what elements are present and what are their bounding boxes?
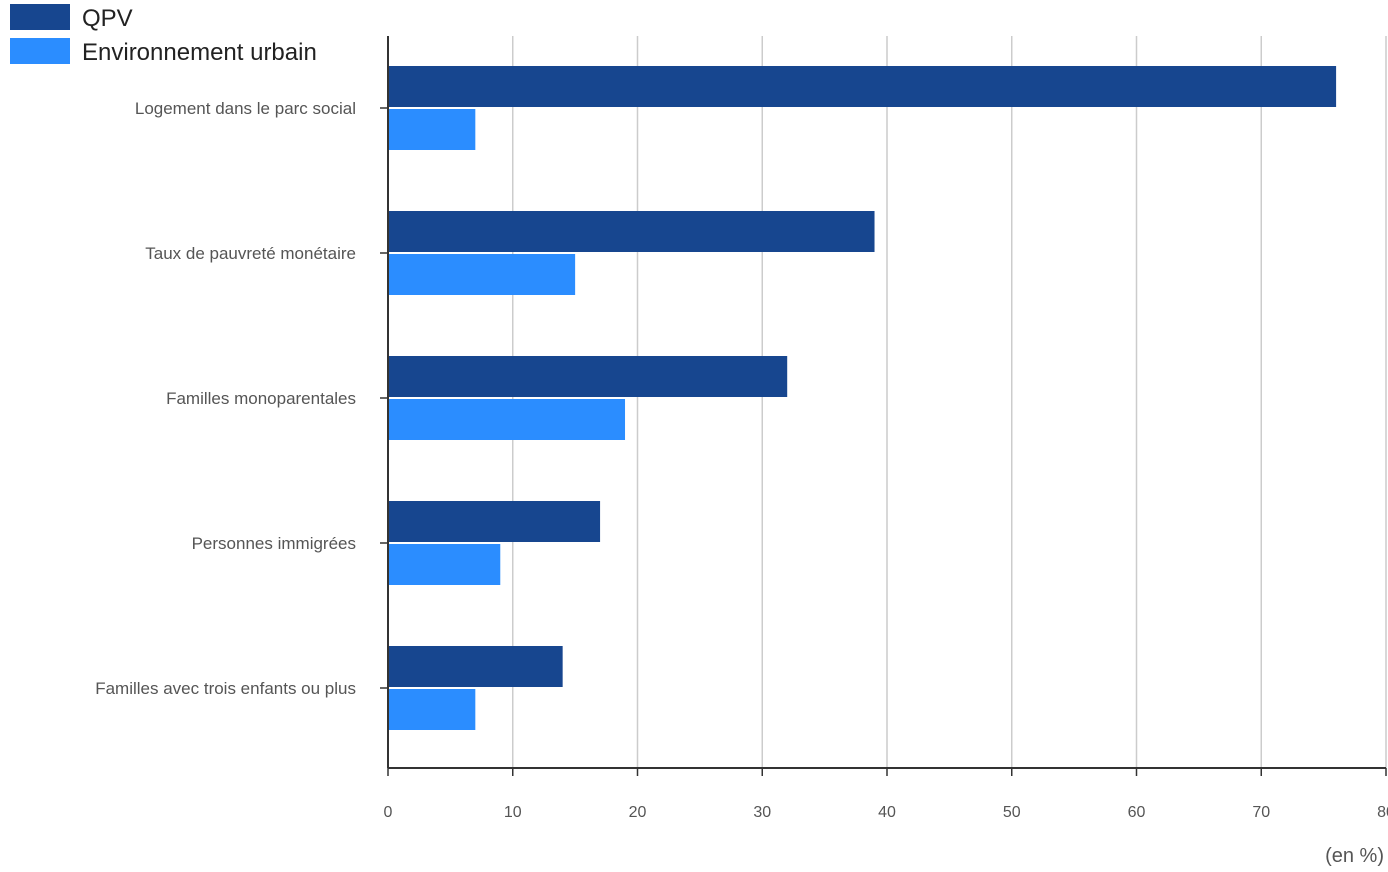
bar-environnement-urbain-0 <box>388 109 476 150</box>
category-labels: Logement dans le parc social Taux de pauv… <box>95 99 356 698</box>
legend-swatch-qpv <box>10 4 70 30</box>
x-axis-unit-label: (en %) <box>1325 845 1384 867</box>
x-tick-label-20: 20 <box>629 804 647 821</box>
x-tick-label-30: 30 <box>753 804 771 821</box>
category-label-2: Familles monoparentales <box>166 389 356 408</box>
axes <box>380 36 1387 776</box>
bar-qpv-4 <box>388 646 563 687</box>
x-tick-label-50: 50 <box>1003 804 1021 821</box>
bar-qpv-3 <box>388 501 601 542</box>
category-label-1: Taux de pauvreté monétaire <box>145 244 356 263</box>
x-tick-label-60: 60 <box>1128 804 1146 821</box>
bar-environnement-urbain-3 <box>388 544 501 585</box>
bar-environnement-urbain-4 <box>388 689 476 730</box>
x-tick-label-10: 10 <box>504 804 522 821</box>
bar-qpv-1 <box>388 211 875 252</box>
bar-environnement-urbain-1 <box>388 254 576 295</box>
x-tick-label-40: 40 <box>878 804 896 821</box>
category-label-3: Personnes immigrées <box>192 534 356 553</box>
legend: QPV Environnement urbain <box>10 4 317 66</box>
legend-label-qpv: QPV <box>82 5 133 32</box>
x-tick-label-0: 0 <box>384 804 393 821</box>
bars <box>388 66 1337 730</box>
bar-qpv-0 <box>388 66 1337 107</box>
category-label-0: Logement dans le parc social <box>135 99 356 118</box>
bar-environnement-urbain-2 <box>388 399 626 440</box>
legend-swatch-environnement-urbain <box>10 38 70 64</box>
x-tick-label-70: 70 <box>1252 804 1270 821</box>
gridlines <box>512 36 1387 768</box>
bar-qpv-2 <box>388 356 788 397</box>
legend-label-environnement-urbain: Environnement urbain <box>82 39 317 66</box>
category-label-4: Familles avec trois enfants ou plus <box>95 679 356 698</box>
x-tick-labels: 0 10 20 30 40 50 60 70 80 <box>384 804 1388 821</box>
x-tick-label-80: 80 <box>1377 804 1388 821</box>
